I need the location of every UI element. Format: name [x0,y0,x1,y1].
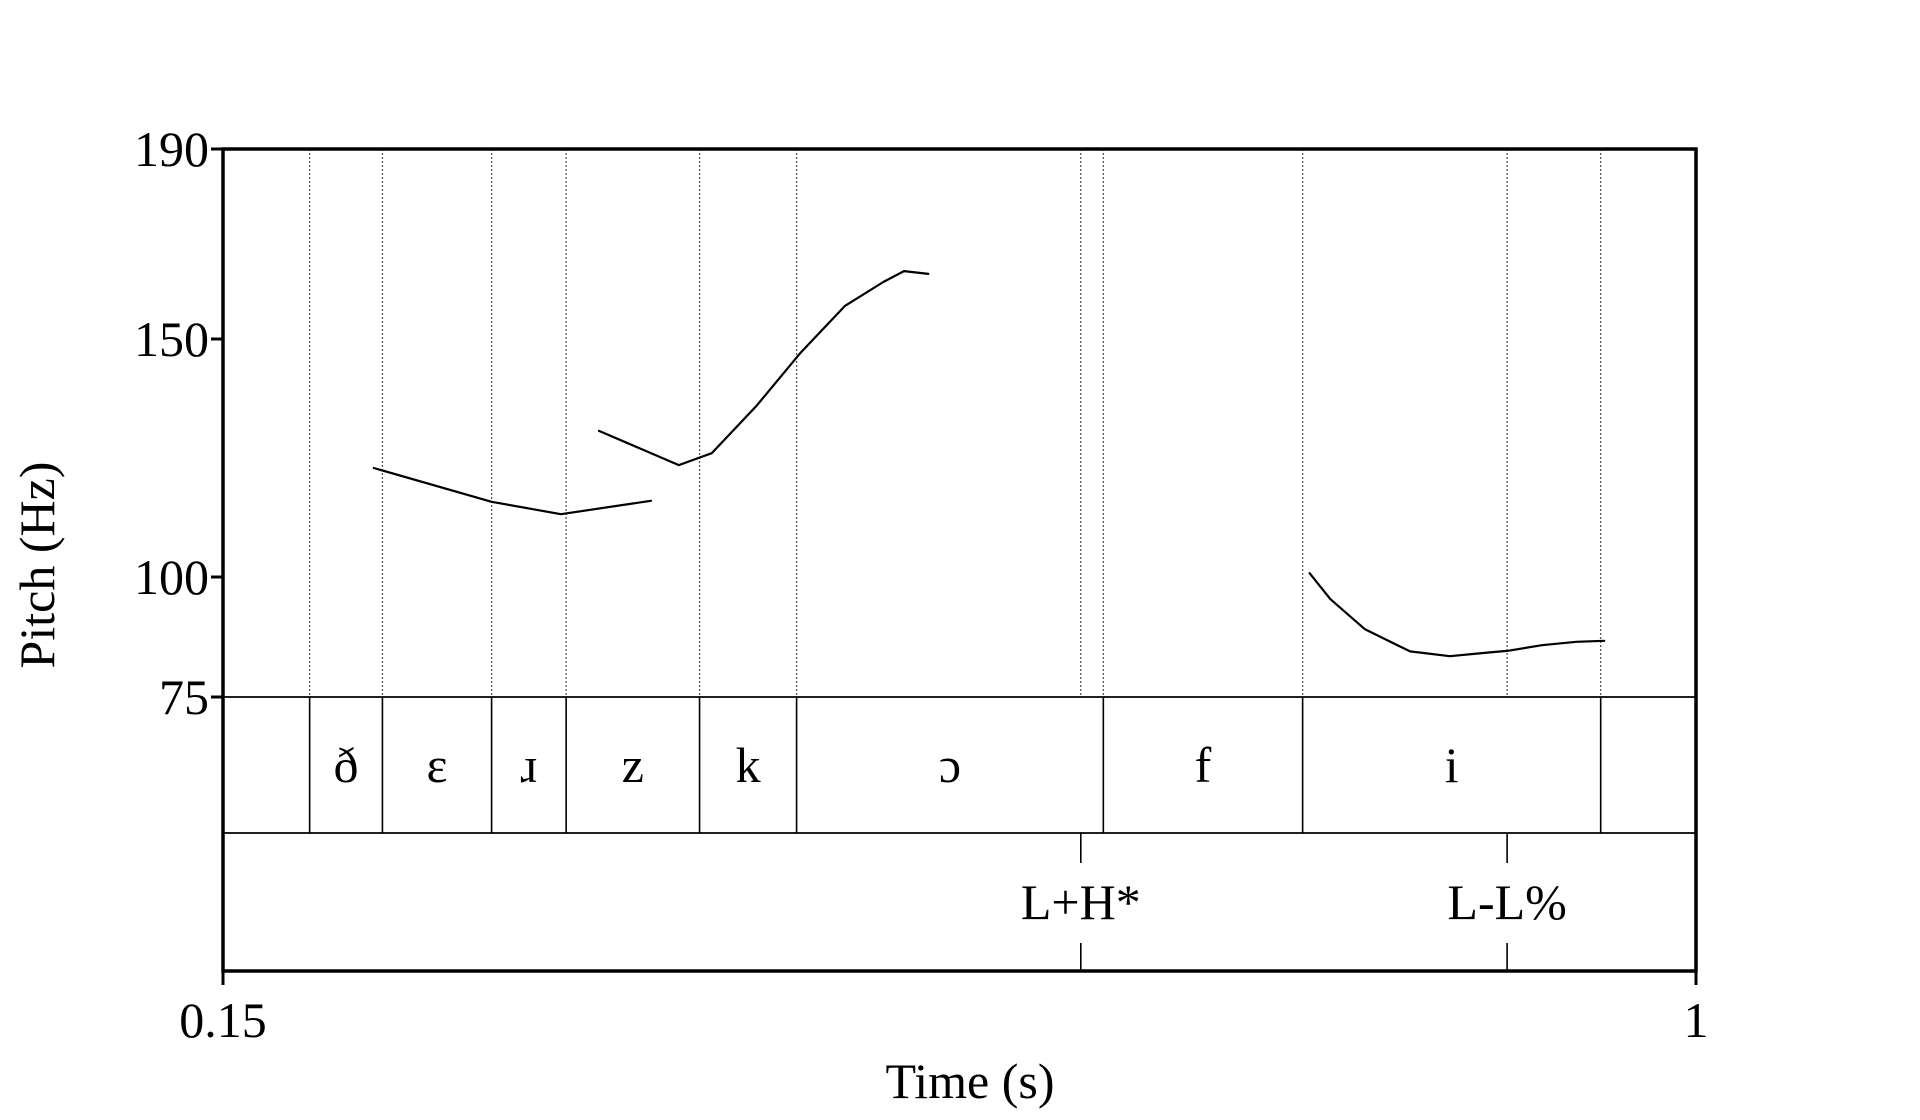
segment-label: ð [334,737,359,793]
x-axis: 0.15 1 [179,971,1709,1048]
x-axis-title: Time (s) [885,1053,1054,1109]
pitch-contour-line [372,466,653,516]
tier-boundaries [308,697,1602,971]
y-tick-label: 150 [134,311,209,367]
segment-label: f [1195,737,1212,793]
x-tick-label: 0.15 [179,992,267,1048]
segment-label: ɹ [521,737,538,793]
y-tick-label: 75 [159,669,209,725]
tier-labels: ð ɛ ɹ z k ɔ f i L+H* L-L% [334,737,1567,930]
plot-border [221,147,1698,973]
segment-label: ɔ [939,737,961,793]
pitch-contour-line [1308,572,1606,658]
pitch-contours [372,270,1606,658]
segment-label: k [736,737,761,793]
y-axis-title: Pitch (Hz) [9,462,65,669]
tone-label: L-L% [1447,874,1566,930]
y-tick-label: 190 [134,121,209,177]
segment-label: ɛ [427,737,448,793]
pitch-contour-line [597,270,930,467]
y-tick-label: 100 [134,549,209,605]
x-tick-label: 1 [1684,992,1709,1048]
segment-label: z [622,737,644,793]
tone-label: L+H* [1021,874,1141,930]
y-axis: 190 150 100 75 [134,121,223,725]
plot-frame [221,147,1698,973]
segment-label: i [1445,737,1459,793]
boundary-guide-lines [308,149,1602,697]
